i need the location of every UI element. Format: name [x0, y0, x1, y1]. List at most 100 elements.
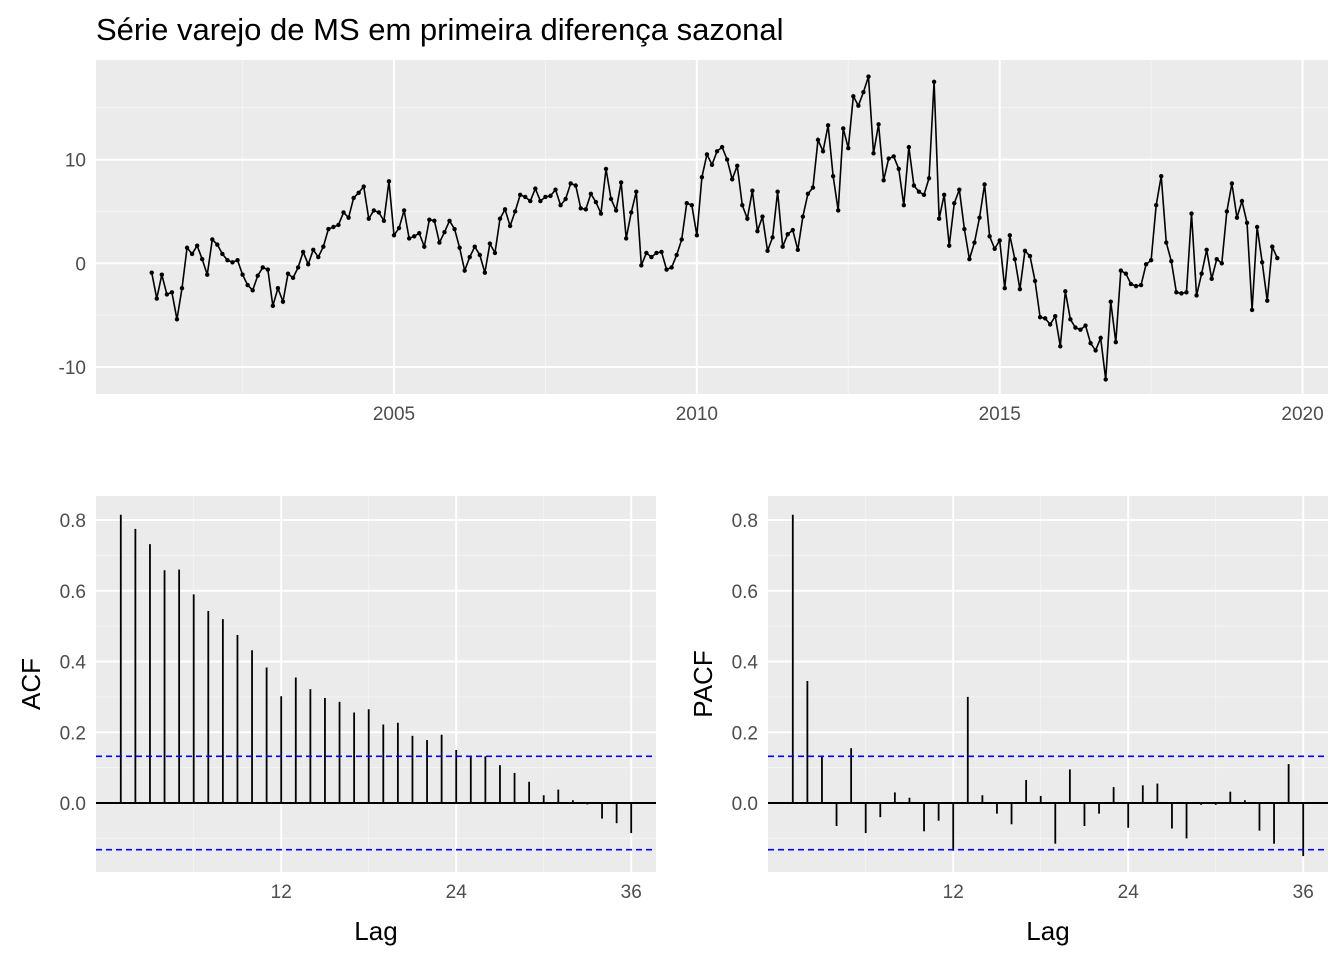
data-point	[300, 249, 306, 255]
data-point	[815, 137, 821, 143]
data-point	[417, 231, 422, 236]
data-point	[336, 222, 341, 228]
data-point	[1068, 317, 1073, 322]
data-point	[179, 285, 185, 291]
data-point	[659, 249, 664, 255]
data-point	[240, 272, 245, 277]
data-point	[1073, 325, 1078, 330]
data-point	[215, 242, 220, 247]
data-point	[896, 166, 901, 172]
data-point	[210, 237, 215, 242]
data-point	[295, 265, 301, 270]
pacf-x-axis-title: Lag	[1026, 916, 1069, 946]
data-point	[649, 254, 654, 260]
data-point	[694, 233, 700, 238]
data-point	[1078, 327, 1083, 332]
data-point	[1012, 256, 1018, 262]
data-point	[634, 189, 639, 194]
data-point	[810, 185, 816, 190]
acf-x-axis-title: Lag	[354, 916, 397, 946]
y-tick-label: -10	[59, 358, 86, 379]
data-point	[916, 189, 922, 194]
data-point	[391, 233, 397, 238]
data-point	[866, 74, 871, 79]
x-tick-label: 36	[621, 882, 642, 903]
data-point	[1093, 348, 1098, 353]
data-point	[830, 173, 836, 179]
acf-panel: 12 24 36 0.0 0.2 0.4 0.6 0.8	[60, 496, 656, 903]
data-point	[1083, 323, 1088, 328]
x-tick-label: 24	[1118, 882, 1140, 903]
data-point	[543, 194, 548, 200]
x-tick-label: 12	[271, 882, 292, 903]
x-tick-label: 2005	[373, 404, 415, 425]
data-point	[770, 235, 775, 240]
data-point	[623, 236, 629, 241]
data-point	[1058, 344, 1063, 349]
data-point	[1153, 203, 1159, 208]
data-point	[926, 176, 932, 181]
data-point	[1118, 268, 1124, 273]
series-line	[150, 76, 1279, 380]
y-tick-label: 0	[75, 254, 86, 275]
data-point	[1259, 260, 1265, 265]
data-point	[265, 267, 271, 272]
data-point	[356, 190, 361, 195]
data-point	[982, 182, 987, 187]
x-tick-label: 36	[1293, 882, 1314, 903]
data-point	[245, 282, 250, 288]
data-point	[250, 288, 255, 293]
data-point	[755, 228, 760, 234]
data-point	[331, 224, 336, 230]
data-point	[1194, 293, 1199, 298]
data-point	[644, 250, 649, 256]
x-tick-label: 12	[943, 882, 964, 903]
data-point	[654, 250, 659, 256]
data-point	[326, 226, 331, 232]
data-point	[225, 257, 230, 263]
data-point	[805, 191, 811, 197]
data-point	[1209, 276, 1214, 282]
data-point	[290, 275, 296, 281]
data-point	[482, 270, 488, 275]
data-point	[775, 189, 780, 194]
data-point	[1032, 278, 1038, 284]
data-point	[790, 227, 795, 233]
data-point	[1199, 271, 1204, 276]
panel-background	[96, 60, 1328, 394]
data-point	[972, 240, 977, 245]
data-point	[422, 244, 427, 249]
data-point	[462, 268, 467, 273]
data-point	[1123, 271, 1129, 276]
data-point	[608, 196, 614, 202]
data-point	[901, 203, 907, 208]
data-point	[538, 198, 543, 204]
data-point	[719, 144, 725, 150]
data-point	[371, 208, 377, 213]
chart-title: Série varejo de MS em primeira diferença…	[96, 12, 783, 47]
data-point	[194, 243, 200, 248]
data-point	[502, 207, 508, 212]
data-point	[1189, 211, 1194, 216]
data-point	[618, 180, 624, 185]
data-point	[987, 234, 992, 239]
data-point	[280, 299, 286, 304]
data-point	[1234, 215, 1240, 220]
data-point	[533, 186, 538, 191]
data-point	[952, 200, 957, 206]
data-point	[800, 214, 806, 219]
data-point	[517, 192, 523, 198]
x-tick-label: 2015	[979, 404, 1021, 425]
acf-y-axis-title: ACF	[16, 658, 46, 710]
data-point	[780, 244, 785, 249]
data-point	[745, 216, 750, 221]
data-point	[825, 123, 831, 128]
data-point	[497, 216, 503, 221]
data-point	[492, 250, 498, 256]
y-tick-label: 10	[65, 151, 86, 172]
data-point	[376, 210, 382, 215]
data-point	[169, 290, 175, 295]
data-point	[472, 244, 477, 249]
data-point	[437, 240, 442, 245]
data-point	[931, 79, 937, 84]
